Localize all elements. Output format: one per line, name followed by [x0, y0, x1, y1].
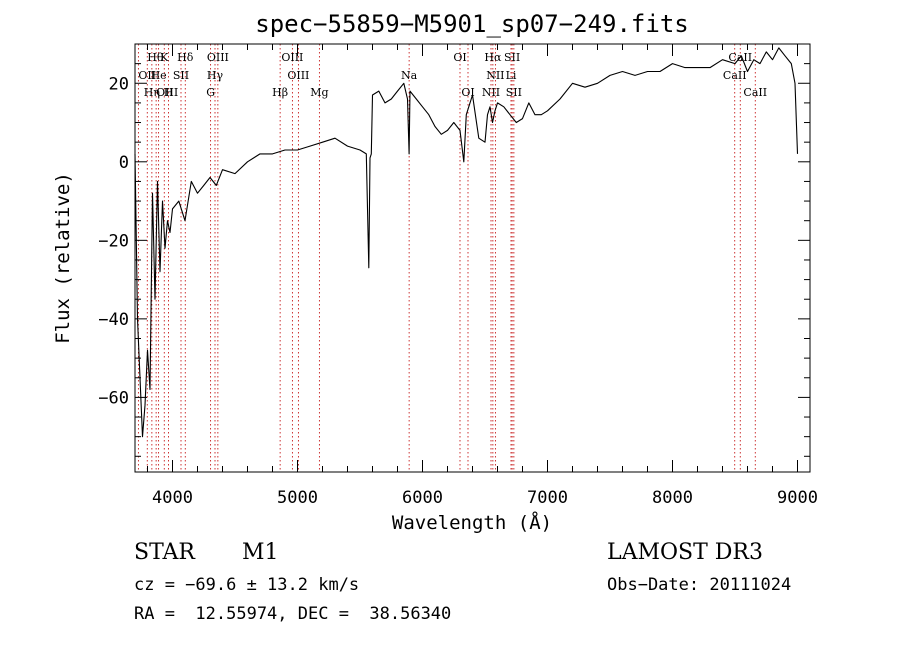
- line-label: OI: [461, 86, 474, 99]
- line-label: CaII: [743, 86, 767, 99]
- line-label: Hβ: [272, 86, 288, 99]
- line-label: OII: [138, 69, 156, 82]
- line-label: OIII: [281, 51, 303, 64]
- line-label: NII: [486, 69, 504, 82]
- line-label: Hθ: [147, 51, 164, 64]
- line-label: OIII: [156, 86, 178, 99]
- observation-date: Obs−Date: 20111024: [607, 575, 792, 595]
- line-label: Mg: [310, 86, 328, 99]
- line-label: SII: [504, 51, 520, 64]
- y-tick-label: 0: [119, 153, 129, 173]
- line-label: OIII: [287, 69, 309, 82]
- x-axis-label: Wavelength (Å): [392, 511, 552, 534]
- y-tick-label: −60: [98, 388, 129, 408]
- x-tick-label: 8000: [652, 488, 693, 508]
- spectrum-series: [134, 47, 799, 438]
- x-tick-label: 6000: [402, 488, 443, 508]
- object-class: STAR: [134, 540, 195, 565]
- line-label: CaII: [723, 69, 747, 82]
- line-label: OI: [453, 51, 466, 64]
- line-label: G: [206, 86, 215, 99]
- x-tick-label: 4000: [152, 488, 193, 508]
- x-tick-label: 9000: [777, 488, 818, 508]
- line-label: Na: [401, 69, 418, 82]
- line-label: SII: [506, 86, 522, 99]
- y-axis: −60 −40 −20 0 20: [98, 63, 810, 457]
- x-tick-label: 5000: [277, 488, 318, 508]
- y-tick-label: 20: [109, 74, 129, 94]
- y-axis-label: Flux (relative): [52, 172, 74, 344]
- plot-frame: [134, 43, 811, 473]
- x-tick-label: 7000: [527, 488, 568, 508]
- y-tick-label: −40: [98, 310, 129, 330]
- line-label: Hδ: [177, 51, 194, 64]
- spectral-line-markers: [137, 44, 756, 472]
- survey-name: LAMOST DR3: [607, 540, 763, 565]
- line-label: H: [164, 86, 174, 99]
- spectrum-line: [134, 47, 799, 438]
- line-label: Hη: [144, 86, 160, 99]
- y-tick-label: −20: [98, 231, 129, 251]
- line-label: OIII: [207, 51, 229, 64]
- object-subclass: M1: [242, 540, 279, 565]
- redshift-readout: cz = −69.6 ± 13.2 km/s: [134, 575, 360, 595]
- line-label: K: [160, 51, 169, 64]
- line-label: NII: [482, 86, 500, 99]
- coordinates-readout: RA = 12.55974, DEC = 38.56340: [134, 604, 452, 624]
- line-label: Li: [506, 69, 517, 82]
- chart-title: spec−55859−M5901_sp07−249.fits: [255, 10, 688, 38]
- line-label: He: [151, 69, 167, 82]
- line-label: SII: [173, 69, 189, 82]
- x-axis: 4000 5000 6000 7000 8000 9000: [147, 44, 818, 508]
- line-label: Hα: [484, 51, 502, 64]
- line-label: Hγ: [207, 69, 224, 82]
